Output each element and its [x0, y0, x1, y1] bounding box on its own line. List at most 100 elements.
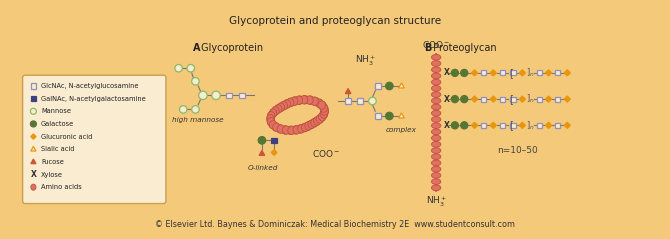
Ellipse shape [283, 100, 291, 108]
Bar [481, 70, 486, 76]
Ellipse shape [304, 122, 312, 130]
Polygon shape [259, 150, 265, 155]
Text: O-linked: O-linked [248, 165, 278, 171]
Polygon shape [490, 70, 496, 76]
Ellipse shape [320, 105, 328, 113]
Polygon shape [490, 122, 496, 128]
Ellipse shape [269, 109, 277, 117]
Circle shape [385, 112, 393, 120]
Circle shape [258, 136, 266, 144]
Polygon shape [31, 159, 36, 164]
Circle shape [452, 96, 458, 103]
Ellipse shape [318, 112, 326, 121]
Polygon shape [472, 70, 478, 76]
Polygon shape [399, 83, 404, 88]
Text: GlcNAc, N-acetylglucosamine: GlcNAc, N-acetylglucosamine [41, 83, 139, 89]
Ellipse shape [305, 122, 312, 130]
Ellipse shape [283, 126, 290, 134]
Bar [511, 123, 515, 128]
Ellipse shape [431, 67, 441, 73]
Polygon shape [472, 122, 478, 128]
Ellipse shape [311, 97, 318, 105]
Bar [537, 123, 542, 128]
Ellipse shape [272, 106, 279, 115]
Ellipse shape [431, 92, 441, 98]
Ellipse shape [431, 185, 441, 191]
Ellipse shape [313, 117, 320, 125]
Ellipse shape [320, 111, 327, 119]
Polygon shape [472, 96, 478, 102]
Bar [358, 98, 363, 104]
Bar [239, 92, 245, 98]
Circle shape [452, 69, 458, 76]
Ellipse shape [270, 109, 277, 117]
Ellipse shape [267, 117, 275, 125]
Text: X: X [30, 170, 36, 179]
Ellipse shape [320, 104, 328, 113]
Ellipse shape [283, 100, 291, 108]
Ellipse shape [431, 73, 441, 79]
Ellipse shape [295, 96, 303, 104]
Bar [226, 92, 232, 98]
Text: Mannose: Mannose [41, 108, 71, 114]
Ellipse shape [307, 96, 314, 104]
Ellipse shape [291, 97, 299, 105]
Bar [555, 97, 561, 102]
Ellipse shape [431, 135, 441, 141]
Circle shape [461, 122, 468, 129]
Circle shape [199, 91, 207, 100]
Ellipse shape [431, 123, 441, 129]
Ellipse shape [269, 120, 277, 129]
Text: Galactose: Galactose [41, 121, 74, 127]
Text: [: [ [509, 94, 513, 104]
Bar [375, 113, 381, 119]
Ellipse shape [290, 97, 298, 105]
Polygon shape [519, 70, 525, 76]
Bar [511, 70, 515, 76]
Text: [: [ [509, 120, 513, 130]
Ellipse shape [267, 118, 275, 126]
Ellipse shape [286, 98, 294, 107]
Polygon shape [490, 96, 496, 102]
Ellipse shape [321, 107, 328, 116]
Bar [31, 83, 36, 89]
Ellipse shape [280, 101, 287, 110]
Ellipse shape [275, 104, 282, 113]
Text: COO$^-$: COO$^-$ [422, 39, 450, 50]
Text: A: A [193, 43, 200, 53]
Text: NH$_3^+$: NH$_3^+$ [425, 195, 447, 209]
Text: complex: complex [386, 127, 417, 133]
Ellipse shape [293, 125, 300, 134]
Ellipse shape [431, 54, 441, 60]
Ellipse shape [302, 96, 309, 104]
Polygon shape [564, 96, 570, 102]
Bar [555, 123, 561, 128]
Polygon shape [519, 122, 525, 128]
Circle shape [385, 82, 393, 90]
Text: Fucose: Fucose [41, 159, 64, 165]
Ellipse shape [268, 111, 275, 120]
Circle shape [192, 106, 199, 113]
Polygon shape [271, 150, 277, 155]
Ellipse shape [314, 117, 321, 125]
Circle shape [452, 122, 458, 129]
Ellipse shape [267, 114, 274, 123]
Ellipse shape [431, 86, 441, 91]
Bar [511, 97, 515, 102]
Bar [555, 70, 561, 76]
Ellipse shape [431, 148, 441, 153]
Bar [271, 137, 277, 143]
Ellipse shape [273, 123, 280, 131]
Polygon shape [519, 96, 525, 102]
Ellipse shape [269, 120, 276, 128]
Circle shape [212, 91, 220, 100]
Ellipse shape [288, 126, 295, 135]
Ellipse shape [267, 114, 274, 122]
Ellipse shape [320, 110, 328, 119]
Ellipse shape [272, 123, 279, 131]
Ellipse shape [287, 98, 295, 107]
Text: ]$_n$: ]$_n$ [526, 67, 535, 79]
Text: high mannose: high mannose [172, 117, 224, 123]
Ellipse shape [431, 166, 441, 172]
Bar [500, 97, 505, 102]
